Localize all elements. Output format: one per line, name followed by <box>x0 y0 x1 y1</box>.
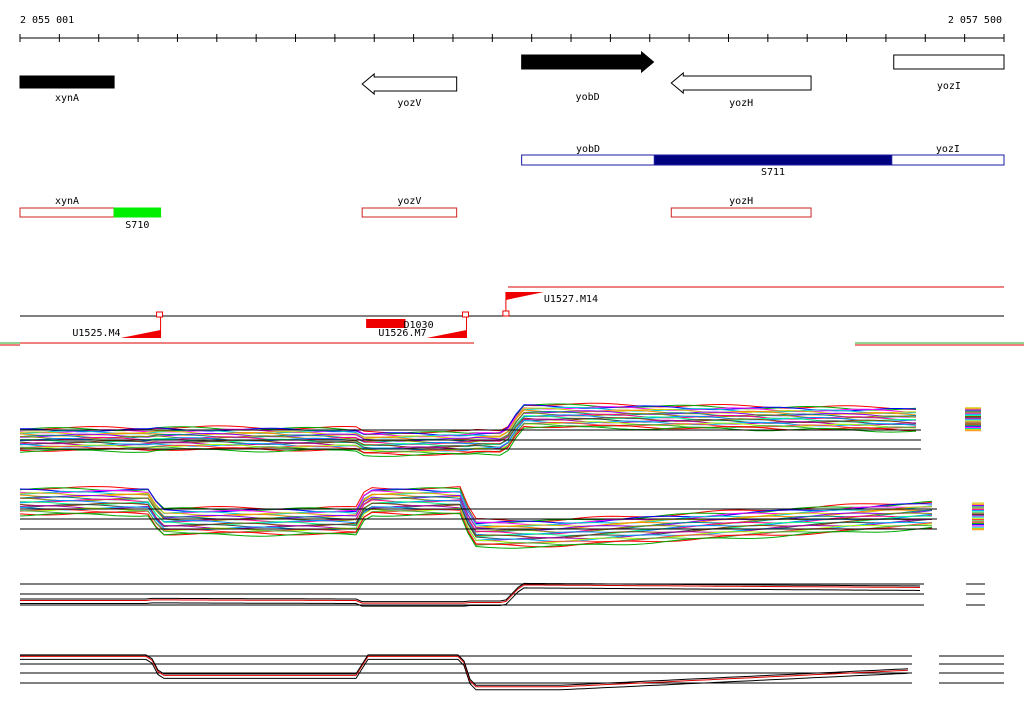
operon-segment[interactable] <box>521 154 655 166</box>
gene-track: xynA yozV yobD yozH yozI <box>19 50 1005 109</box>
gene-label: xynA <box>55 93 79 104</box>
summary-track <box>20 654 1004 691</box>
expression-line <box>19 510 933 546</box>
feature-D1030[interactable]: D1030 <box>366 319 434 331</box>
operon-segment[interactable] <box>653 154 893 166</box>
promoter-flag <box>426 330 467 338</box>
ruler-ticks <box>19 34 1005 42</box>
expression-line <box>19 411 917 444</box>
promoter-box <box>502 310 510 317</box>
feature-label: D1030 <box>403 320 433 331</box>
promoter-label: U1525.M4 <box>72 328 120 339</box>
transcript-segment-label: yozV <box>397 196 421 207</box>
gene-label: yozI <box>937 81 961 92</box>
summary-line <box>20 658 909 691</box>
summary-track <box>20 582 985 607</box>
operon-label: S711 <box>761 167 785 178</box>
expression-line <box>19 421 917 454</box>
promoter-box <box>156 311 164 318</box>
promoter-label: U1527.M14 <box>544 294 598 305</box>
promoter-label: U1526.M7 <box>378 328 426 339</box>
gene-xynA[interactable]: xynA <box>19 75 115 104</box>
promoter-flag <box>120 330 161 338</box>
promoter-U1525.M4[interactable]: U1525.M4 <box>72 311 164 339</box>
feature-box[interactable] <box>366 319 406 328</box>
transcript-segment-label: xynA <box>55 196 79 207</box>
operon-track-lower: xynA S710 yozV yozH <box>19 196 812 231</box>
expression-line <box>19 488 933 525</box>
summary-line <box>20 587 921 607</box>
expression-line <box>19 415 917 448</box>
promoter-flag <box>505 292 544 300</box>
operon-segment-label: yozI <box>936 144 960 155</box>
gene-yozI[interactable]: yozI <box>893 54 1005 92</box>
ruler-end-label: 2 057 500 <box>948 15 1002 26</box>
expression-line <box>19 417 917 450</box>
expression-line <box>19 403 917 436</box>
operon-segment-label: yobD <box>576 144 600 155</box>
gene-shape[interactable] <box>361 72 458 96</box>
ruler-start-label: 2 055 001 <box>20 15 74 26</box>
expression-line <box>19 406 917 438</box>
expression-line <box>19 499 933 536</box>
expression-line <box>19 424 917 456</box>
gene-label: yobD <box>576 92 600 103</box>
transcript-segment[interactable] <box>113 207 162 218</box>
summary-line <box>20 584 921 604</box>
promoter-U1527.M14[interactable]: U1527.M14 <box>502 292 598 317</box>
transcript-segment-label: yozH <box>729 196 753 207</box>
transcript-segment[interactable] <box>670 207 812 218</box>
promoter-box <box>462 311 470 318</box>
gene-shape[interactable] <box>893 54 1005 70</box>
transcript-label: S710 <box>125 220 149 231</box>
operon-track-upper: yobD yozI S711 <box>521 144 1005 178</box>
gene-yobD[interactable]: yobD <box>521 50 655 103</box>
gene-shape[interactable] <box>670 71 812 95</box>
summary-line <box>20 654 909 686</box>
gene-yozH[interactable]: yozH <box>670 71 812 109</box>
expression-track <box>19 485 984 549</box>
operon-segment[interactable] <box>891 154 1005 166</box>
expression-tracks <box>19 402 1004 691</box>
promoter-track: U1525.M4 U1526.M7 U1527.M14 D1030 <box>0 286 1024 346</box>
transcript-segment[interactable] <box>19 207 115 218</box>
expression-line <box>19 511 933 548</box>
coordinate-ruler: 2 055 001 2 057 500 <box>19 15 1005 42</box>
gene-yozV[interactable]: yozV <box>361 72 458 109</box>
expression-line <box>19 425 917 457</box>
summary-line <box>20 582 921 603</box>
gene-shape[interactable] <box>19 75 115 89</box>
promoter-U1526.M7[interactable]: U1526.M7 <box>378 311 470 339</box>
expression-line <box>19 512 933 549</box>
gene-shape[interactable] <box>521 50 655 74</box>
gene-label: yozH <box>729 98 753 109</box>
transcript-segment[interactable] <box>361 207 458 218</box>
gene-label: yozV <box>397 98 421 109</box>
